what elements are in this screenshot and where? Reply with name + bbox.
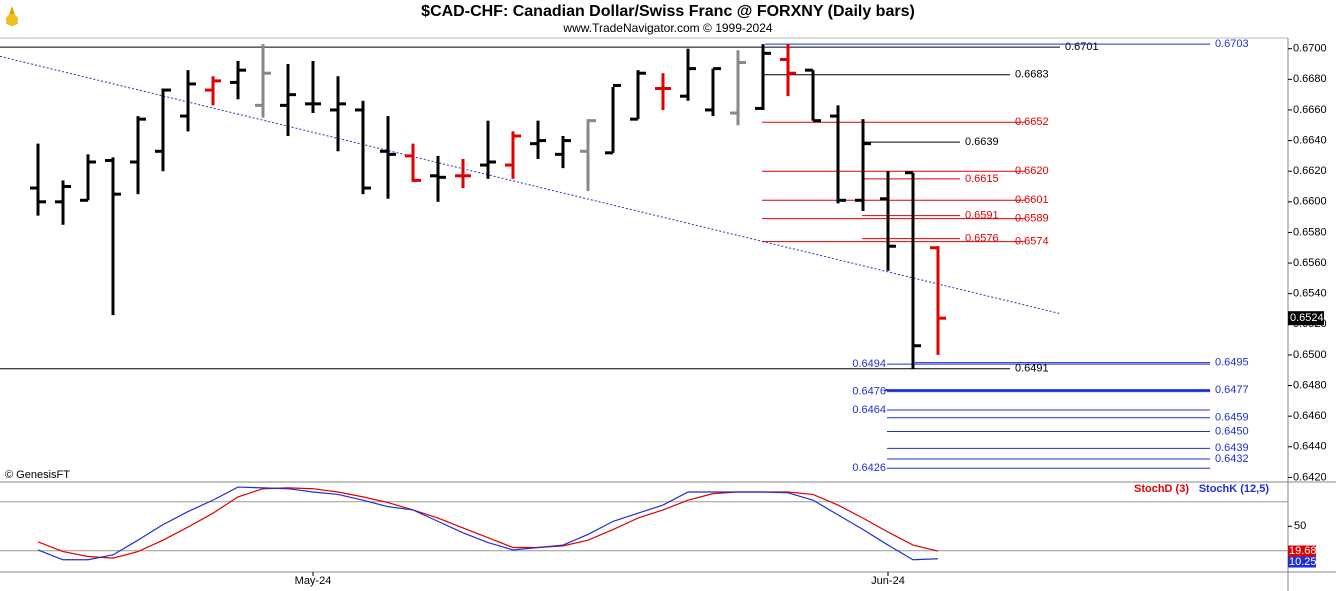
level-label: 0.6477 xyxy=(1215,384,1249,396)
y-tick-label: 0.6440 xyxy=(1293,441,1327,453)
level-label: 0.6476 xyxy=(852,386,886,398)
level-label: 0.6576 xyxy=(965,232,999,244)
last-value-box xyxy=(1288,545,1316,557)
chart-title: $CAD-CHF: Canadian Dollar/Swiss Franc @ … xyxy=(421,3,915,20)
level-label: 0.6450 xyxy=(1215,425,1249,437)
level-label: 0.6652 xyxy=(1015,116,1049,128)
y-tick-label: 0.6420 xyxy=(1293,471,1327,483)
last-value-label: 19.68 xyxy=(1289,545,1317,557)
y-tick-label: 0.6600 xyxy=(1293,196,1327,208)
chart-subtitle: www.TradeNavigator.com © 1999-2024 xyxy=(562,21,772,35)
level-label: 0.6464 xyxy=(852,404,886,416)
legend-entry: StochK (12,5) xyxy=(1199,483,1270,495)
level-label: 0.6683 xyxy=(1015,69,1049,81)
trendline xyxy=(0,55,1061,315)
y-tick-label: 0.6660 xyxy=(1293,104,1327,116)
level-label: 0.6426 xyxy=(852,462,886,474)
y-tick-label: 0.6460 xyxy=(1293,410,1327,422)
y-tick-label: 50 xyxy=(1294,520,1306,532)
level-label: 0.6439 xyxy=(1215,442,1249,454)
level-label: 0.6589 xyxy=(1015,213,1049,225)
x-tick-label: Jun-24 xyxy=(871,575,905,587)
level-label: 0.6495 xyxy=(1215,356,1249,368)
stoch-line xyxy=(37,487,939,559)
level-label: 0.6574 xyxy=(1015,236,1049,248)
y-tick-label: 0.6640 xyxy=(1293,134,1327,146)
x-tick-label: May-24 xyxy=(295,575,332,587)
credit: © GenesisFT xyxy=(5,469,70,481)
level-label: 0.6615 xyxy=(965,173,999,185)
y-tick-label: 0.6540 xyxy=(1293,288,1327,300)
level-label: 0.6703 xyxy=(1215,38,1249,50)
y-tick-label: 0.6580 xyxy=(1293,226,1327,238)
level-label: 0.6639 xyxy=(965,136,999,148)
legend-entry: StochD (3) xyxy=(1134,483,1189,495)
level-label: 0.6491 xyxy=(1015,363,1049,375)
y-tick-label: 0.6480 xyxy=(1293,379,1327,391)
y-tick-label: 0.6700 xyxy=(1293,43,1327,55)
last-value-box xyxy=(1288,556,1316,568)
level-label: 0.6620 xyxy=(1015,165,1049,177)
last-price-box xyxy=(1288,311,1324,326)
y-tick-label: 0.6560 xyxy=(1293,257,1327,269)
level-label: 0.6601 xyxy=(1015,194,1049,206)
y-tick-label: 0.6680 xyxy=(1293,73,1327,85)
last-price-label: 0.6524 xyxy=(1290,312,1324,324)
stoch-line xyxy=(37,486,939,561)
last-value-label: 10.25 xyxy=(1289,556,1317,568)
level-label: 0.6591 xyxy=(965,210,999,222)
level-label: 0.6494 xyxy=(852,358,886,370)
level-label: 0.6432 xyxy=(1215,453,1249,465)
y-tick-label: 0.6500 xyxy=(1293,349,1327,361)
logo xyxy=(6,6,18,26)
level-label: 0.6701 xyxy=(1065,41,1099,53)
y-tick-label: 0.6620 xyxy=(1293,165,1327,177)
level-label: 0.6459 xyxy=(1215,412,1249,424)
